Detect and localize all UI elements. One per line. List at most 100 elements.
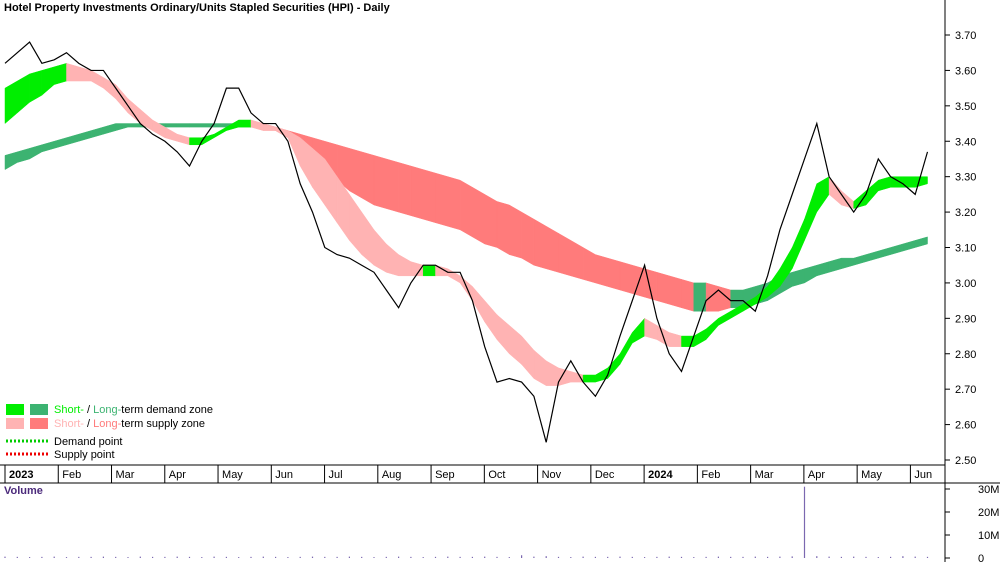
volume-bar <box>619 556 621 558</box>
legend-swatch <box>30 404 48 415</box>
x-tick-label: 2023 <box>9 469 33 481</box>
volume-bar <box>680 556 683 558</box>
zone-segment <box>447 176 461 231</box>
volume-bar <box>188 556 191 558</box>
volume-bar <box>422 557 424 558</box>
volume-bar <box>767 556 769 558</box>
x-tick-label: Feb <box>701 469 720 481</box>
volume-bar <box>164 556 166 558</box>
zone-segment <box>410 165 424 220</box>
legend-label: Short- / Long-term demand zone <box>54 404 213 416</box>
price-line <box>4 41 929 443</box>
legend-swatch <box>30 418 48 429</box>
legend-text: / <box>84 418 93 430</box>
volume-bar <box>29 557 31 558</box>
zone-segment <box>422 169 436 224</box>
legend-text: Short- <box>54 418 84 430</box>
volume-bar <box>717 556 719 558</box>
legend-text: Long- <box>93 418 121 430</box>
zone-segment <box>459 179 473 238</box>
y-tick-label: 3.60 <box>955 65 976 77</box>
volume-bar <box>176 556 178 558</box>
legend-label: Supply point <box>54 449 115 461</box>
x-tick-label: 2024 <box>648 469 673 481</box>
volume-bar <box>607 556 609 558</box>
volume-bar <box>287 557 289 558</box>
volume-bar <box>484 556 486 558</box>
zone-segment <box>361 151 375 206</box>
volume-bar <box>521 555 523 558</box>
x-tick-label: Apr <box>169 469 186 481</box>
volume-bar <box>16 556 18 558</box>
volume-bar <box>410 556 412 558</box>
volume-bar <box>828 556 830 558</box>
y-tick-label: 3.40 <box>955 136 976 148</box>
zone-segment <box>656 271 670 305</box>
zone-segment <box>164 123 178 128</box>
zone-segment <box>582 374 596 383</box>
x-tick-label: May <box>861 469 882 481</box>
legend-text: / <box>84 404 93 416</box>
volume-bar <box>139 556 141 558</box>
volume-bar <box>201 557 203 558</box>
volume-bar <box>705 556 707 558</box>
y-tick-label: 2.80 <box>955 349 976 361</box>
y-tick-label: 3.00 <box>955 278 976 290</box>
volume-bar <box>348 556 350 558</box>
y-tick-label: 10M <box>978 530 999 542</box>
x-tick-label: Jun <box>275 469 293 481</box>
volume-bar <box>250 556 252 558</box>
y-tick-label: 3.70 <box>955 30 976 42</box>
y-tick-label: 20M <box>978 507 999 519</box>
zone-segment <box>373 155 387 209</box>
volume-bar <box>877 557 879 558</box>
zone-segment <box>914 236 928 248</box>
volume-bar <box>644 557 646 558</box>
y-tick-label: 3.20 <box>955 207 976 219</box>
volume-bar <box>90 556 92 558</box>
volume-bar <box>742 556 744 558</box>
y-tick-label: 2.50 <box>955 455 976 467</box>
volume-bar <box>693 557 695 558</box>
zone-segment <box>570 239 584 280</box>
zone-segment <box>558 232 572 277</box>
zone-segment <box>496 201 510 256</box>
volume-bar <box>791 556 793 558</box>
volume-bar <box>336 556 338 558</box>
y-tick-label: 2.90 <box>955 313 976 325</box>
zone-segment <box>386 158 399 213</box>
volume-bar <box>275 556 277 558</box>
volume-bar <box>865 556 867 558</box>
zone-segment <box>705 282 719 312</box>
volume-bar <box>434 556 437 558</box>
volume-bar <box>213 556 215 558</box>
volume-bar <box>238 557 240 558</box>
zone-segment <box>127 123 141 128</box>
volume-bar <box>225 556 227 558</box>
volume-bar <box>102 556 104 558</box>
volume-bar <box>471 556 473 558</box>
volume-bar <box>656 556 658 558</box>
x-tick-label: Mar <box>116 469 135 481</box>
volume-bar <box>582 556 584 558</box>
volume-title: Volume <box>4 485 43 497</box>
y-tick-label: 2.70 <box>955 384 976 396</box>
volume-bar <box>385 556 387 558</box>
volume-bar <box>361 556 363 558</box>
x-tick-label: Aug <box>382 469 402 481</box>
volume-bar <box>398 556 400 558</box>
volume-bar <box>631 556 633 558</box>
x-tick-label: Mar <box>755 469 774 481</box>
legend-text: term supply zone <box>121 418 205 430</box>
zone-segment <box>533 218 547 270</box>
legend-swatch <box>6 418 24 429</box>
volume-bar <box>53 556 55 558</box>
volume-bar <box>754 556 756 558</box>
volume-bar <box>779 556 781 558</box>
x-tick-label: Sep <box>435 469 455 481</box>
zone-segment <box>472 186 485 245</box>
volume-bar <box>816 556 818 558</box>
x-tick-label: Oct <box>488 469 505 481</box>
volume-bar <box>4 556 6 558</box>
volume-bar <box>508 557 510 558</box>
